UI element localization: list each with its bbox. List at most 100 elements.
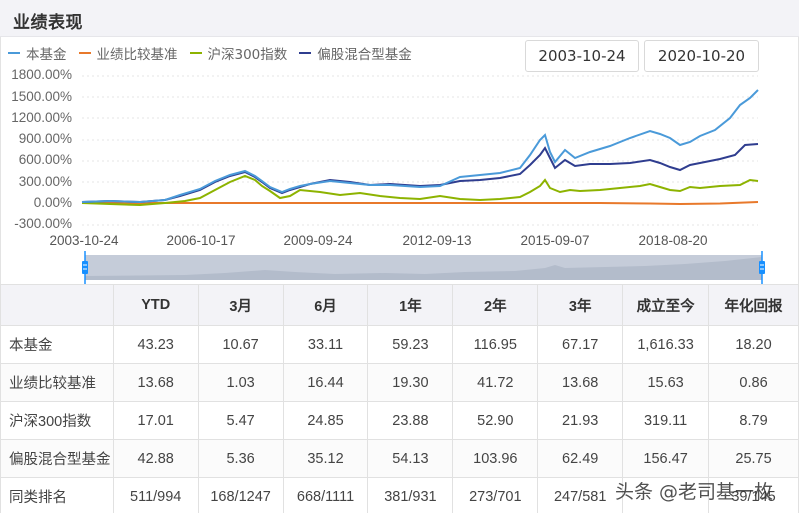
y-tick-label: 1800.00%: [11, 67, 72, 82]
table-cell: 18.20: [708, 325, 799, 364]
table-cell: 1.03: [197, 363, 284, 402]
table-cell: 5.47: [197, 401, 284, 440]
slider-end-handle[interactable]: [758, 251, 766, 284]
table-row: 沪深300指数 17.01 5.47 24.85 23.88 52.90 21.…: [0, 401, 799, 440]
table-row: 业绩比较基准 13.68 1.03 16.44 19.30 41.72 13.6…: [0, 363, 799, 402]
table-cell: 156.47: [622, 439, 710, 478]
table-cell: 247/581: [537, 477, 624, 513]
x-tick-label: 2018-08-20: [638, 233, 708, 248]
y-tick-label: 600.00%: [18, 152, 72, 167]
column-header-1y: 1年: [367, 284, 454, 326]
table-cell: 17.01: [112, 401, 199, 440]
table-cell: 103.96: [452, 439, 539, 478]
x-tick-label: 2015-09-07: [520, 233, 590, 248]
column-header-2y: 2年: [452, 284, 539, 326]
table-cell: 13.68: [112, 363, 199, 402]
legend-label: 业绩比较基准: [96, 47, 178, 63]
slider-start-handle[interactable]: [81, 251, 89, 284]
legend-label: 沪深300指数: [207, 47, 288, 63]
column-header-ytd: YTD: [112, 284, 199, 326]
table-cell: [622, 477, 710, 513]
x-tick-label: 2006-10-17: [166, 233, 236, 248]
end-date-input[interactable]: 2020-10-20: [644, 40, 759, 72]
table-cell: 116.95: [452, 325, 539, 364]
legend-item-benchmark[interactable]: 业绩比较基准: [78, 43, 178, 63]
table-cell: 24.85: [282, 401, 369, 440]
table-cell: 52.90: [452, 401, 539, 440]
legend-line-icon: [78, 52, 91, 54]
table-cell: 16.44: [282, 363, 369, 402]
column-header-6m: 6月: [282, 284, 369, 326]
y-tick-label: 900.00%: [18, 131, 72, 146]
performance-table: YTD 3月 6月 1年 2年 3年 成立至今 年化回报 本基金 43.23 1…: [0, 284, 799, 513]
legend-label: 偏股混合型基金: [317, 47, 412, 63]
column-header: [0, 284, 114, 326]
column-header-annualized: 年化回报: [708, 284, 799, 326]
y-tick-label: 0.00%: [33, 195, 72, 210]
table-cell: 8.79: [708, 401, 799, 440]
table-row: 偏股混合型基金 42.88 5.36 35.12 54.13 103.96 62…: [0, 439, 799, 478]
row-label: 沪深300指数: [0, 401, 114, 440]
table-cell: 33.11: [282, 325, 369, 364]
y-tick-label: 1200.00%: [11, 110, 72, 125]
table-cell: 273/701: [452, 477, 539, 513]
legend-item-fund[interactable]: 本基金: [8, 43, 67, 63]
column-header-3y: 3年: [537, 284, 624, 326]
section-title: 业绩表现: [13, 13, 83, 33]
legend-label: 本基金: [26, 47, 67, 63]
x-tick-label: 2012-09-13: [402, 233, 472, 248]
table-cell: 54.13: [367, 439, 454, 478]
table-cell: 21.93: [537, 401, 624, 440]
table-cell: 43.23: [112, 325, 199, 364]
table-header-row: YTD 3月 6月 1年 2年 3年 成立至今 年化回报: [0, 284, 799, 326]
table-cell: 13.68: [537, 363, 624, 402]
table-cell: 42.88: [112, 439, 199, 478]
table-cell: 5.36: [197, 439, 284, 478]
legend-line-icon: [299, 52, 312, 54]
chart-legend: 本基金 业绩比较基准 沪深300指数 偏股混合型基金: [8, 43, 424, 63]
row-label: 业绩比较基准: [0, 363, 114, 402]
row-label: 同类排名: [0, 477, 114, 513]
table-cell: 62.49: [537, 439, 624, 478]
table-cell: 19.30: [367, 363, 454, 402]
row-label: 本基金: [0, 325, 114, 364]
table-cell: 67.17: [537, 325, 624, 364]
table-row: 同类排名 511/994 168/1247 668/1111 381/931 2…: [0, 477, 799, 513]
table-cell: 668/1111: [282, 477, 369, 513]
table-cell: 35.12: [282, 439, 369, 478]
table-cell: 41.72: [452, 363, 539, 402]
series-csi300-line: [81, 174, 759, 207]
y-tick-label: 1500.00%: [11, 89, 72, 104]
table-cell: 0.86: [708, 363, 799, 402]
x-tick-label: 2009-09-24: [283, 233, 353, 248]
table-cell: 39/145: [708, 477, 799, 513]
table-cell: 381/931: [367, 477, 454, 513]
series-fund-line: [81, 89, 759, 204]
y-tick-label: -300.00%: [14, 216, 72, 231]
section-header: 业绩表现: [0, 0, 799, 37]
table-cell: 319.11: [622, 401, 710, 440]
row-label: 偏股混合型基金: [0, 439, 114, 478]
table-cell: 25.75: [708, 439, 799, 478]
start-date-input[interactable]: 2003-10-24: [525, 40, 639, 72]
table-cell: 10.67: [197, 325, 284, 364]
line-chart-plot: [81, 75, 759, 226]
x-tick-label: 2003-10-24: [49, 233, 119, 248]
table-cell: 23.88: [367, 401, 454, 440]
watermark-text: 头条 @老司基一枚: [615, 481, 774, 503]
table-cell: 511/994: [112, 477, 199, 513]
table-cell: 1,616.33: [622, 325, 710, 364]
legend-item-mixed-fund[interactable]: 偏股混合型基金: [299, 43, 412, 63]
legend-item-csi300[interactable]: 沪深300指数: [189, 43, 288, 63]
table-row: 本基金 43.23 10.67 33.11 59.23 116.95 67.17…: [0, 325, 799, 364]
table-cell: 15.63: [622, 363, 710, 402]
slider-preview-area: [85, 257, 762, 280]
legend-line-icon: [8, 52, 20, 54]
series-benchmark-line: [82, 201, 759, 206]
column-header-3m: 3月: [197, 284, 284, 326]
column-header-since-inception: 成立至今: [622, 284, 710, 326]
table-cell: 168/1247: [197, 477, 284, 513]
legend-line-icon: [189, 52, 202, 54]
y-tick-label: 300.00%: [18, 174, 72, 189]
table-cell: 59.23: [367, 325, 454, 364]
